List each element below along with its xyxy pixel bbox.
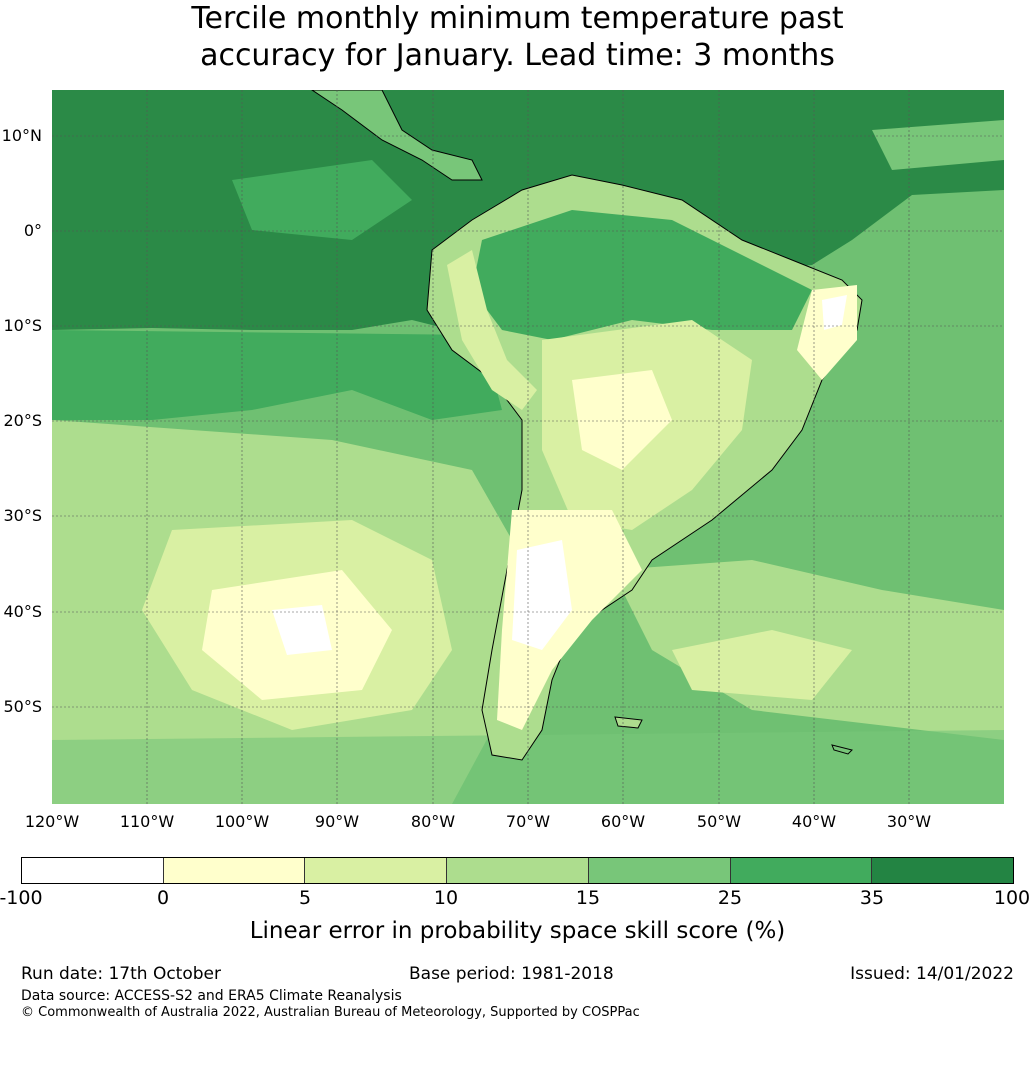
central-america-land (311, 90, 483, 181)
chart-title: Tercile monthly minimum temperature past… (0, 0, 1035, 74)
issued-date: Issued: 14/01/2022 (850, 964, 1014, 984)
colorbar-segment-3 (305, 858, 448, 883)
lon-label-30w: 30°W (886, 812, 932, 831)
south-georgia-island (831, 744, 853, 755)
lon-label-90w: 90°W (314, 812, 360, 831)
lon-label-50w: 50°W (696, 812, 742, 831)
colorbar-tick-5: 5 (298, 887, 312, 909)
colorbar-tick-35: 35 (859, 887, 885, 909)
colorbar-segment-7 (872, 858, 1014, 883)
lon-label-80w: 80°W (410, 812, 456, 831)
colorbar-tick-100: 100 (993, 887, 1031, 909)
lat-label-30s: 30°S (3, 506, 42, 525)
colorbar (21, 857, 1014, 884)
lon-label-110w: 110°W (119, 812, 175, 831)
colorbar-tick-15: 15 (575, 887, 601, 909)
colorbar-tick-minus100: -100 (0, 887, 43, 909)
lat-label-10n: 10°N (1, 126, 42, 145)
colorbar-tick-0: 0 (156, 887, 170, 909)
skill-score-map (52, 90, 1004, 804)
lat-label-10s: 10°S (3, 316, 42, 335)
colorbar-tick-10: 10 (433, 887, 459, 909)
data-source: Data source: ACCESS-S2 and ERA5 Climate … (21, 988, 402, 1004)
colorbar-label: Linear error in probability space skill … (249, 918, 786, 944)
lat-label-50s: 50°S (3, 697, 42, 716)
colorbar-segment-5 (588, 858, 731, 883)
south-pacific-white (272, 605, 332, 655)
ocean-patch-3 (872, 120, 1004, 170)
lat-label-40s: 40°S (3, 602, 42, 621)
colorbar-segment-1 (22, 858, 164, 883)
falkland-islands (614, 716, 643, 729)
andes-strip (447, 250, 537, 410)
base-period: Base period: 1981-2018 (409, 964, 614, 984)
title-line-2: accuracy for January. Lead time: 3 month… (200, 38, 835, 73)
copyright: © Commonwealth of Australia 2022, Austra… (21, 1005, 640, 1020)
southern-cone-white (512, 540, 572, 650)
lon-label-60w: 60°W (600, 812, 646, 831)
colorbar-segment-6 (730, 858, 873, 883)
south-atlantic-lighter (672, 630, 852, 700)
amazon-region (472, 210, 812, 340)
colorbar-segment-2 (163, 858, 306, 883)
lon-label-70w: 70°W (505, 812, 551, 831)
ocean-patch-1 (232, 160, 412, 240)
central-pale-core (572, 370, 672, 470)
lat-label-20s: 20°S (3, 411, 42, 430)
lon-label-40w: 40°W (791, 812, 837, 831)
ocean-patch-2 (52, 330, 502, 420)
title-line-1: Tercile monthly minimum temperature past (191, 1, 844, 36)
graticule (52, 90, 1004, 804)
run-date: Run date: 17th October (21, 964, 221, 984)
colorbar-segment-4 (447, 858, 589, 883)
northeast-brazil-white (822, 295, 847, 330)
map-svg (52, 90, 1004, 804)
lat-label-0: 0° (23, 221, 42, 240)
lon-label-120w: 120°W (24, 812, 80, 831)
colorbar-tick-25: 25 (717, 887, 743, 909)
lon-label-100w: 100°W (214, 812, 270, 831)
